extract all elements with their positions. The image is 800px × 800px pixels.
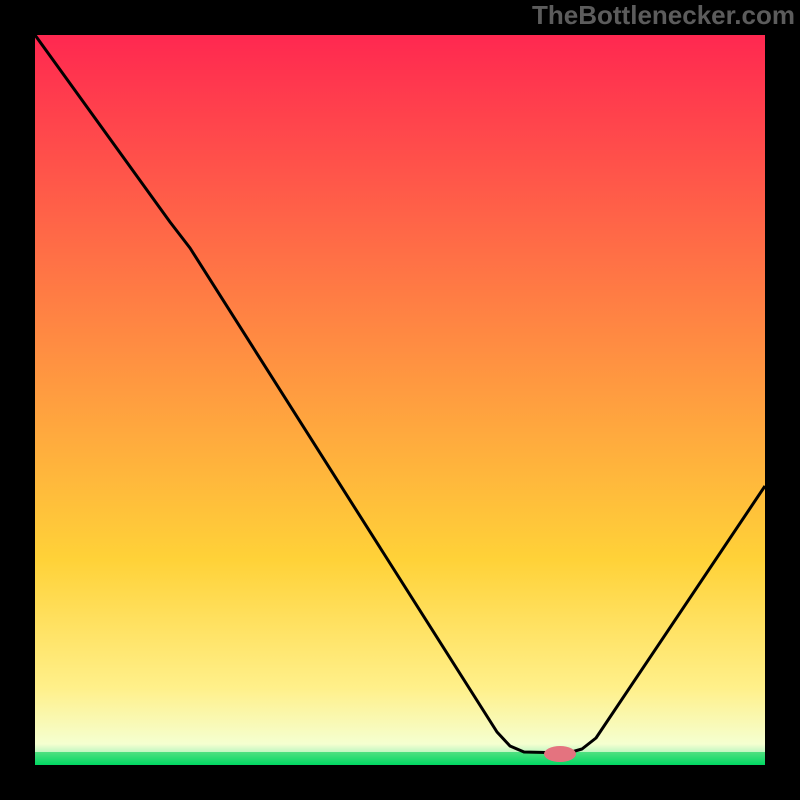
- chart-container: TheBottlenecker.com: [0, 0, 800, 800]
- gradient-background: [35, 35, 765, 765]
- optimum-marker: [544, 746, 576, 762]
- bottleneck-chart: TheBottlenecker.com: [0, 0, 800, 800]
- watermark-text: TheBottlenecker.com: [532, 0, 795, 30]
